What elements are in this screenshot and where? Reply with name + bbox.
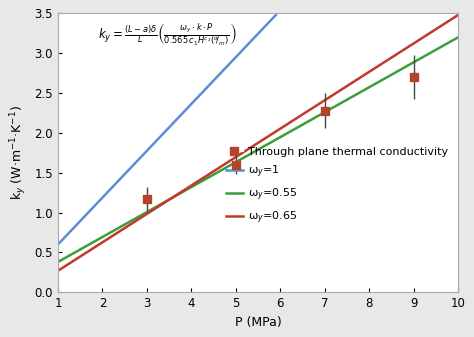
Y-axis label: k$_y$ (W·m$^{-1}$·K$^{-1}$): k$_y$ (W·m$^{-1}$·K$^{-1}$)	[9, 105, 29, 200]
Legend: Through plane thermal conductivity, ω$_y$=1, ω$_y$=0.55, ω$_y$=0.65: Through plane thermal conductivity, ω$_y…	[221, 142, 453, 230]
X-axis label: P (MPa): P (MPa)	[235, 316, 282, 329]
Text: $k_y = \frac{(L-a)\delta}{L}\left(\frac{\omega_y \cdot k \cdot P}{0.565\,c_1 H^{: $k_y = \frac{(L-a)\delta}{L}\left(\frac{…	[98, 22, 237, 48]
